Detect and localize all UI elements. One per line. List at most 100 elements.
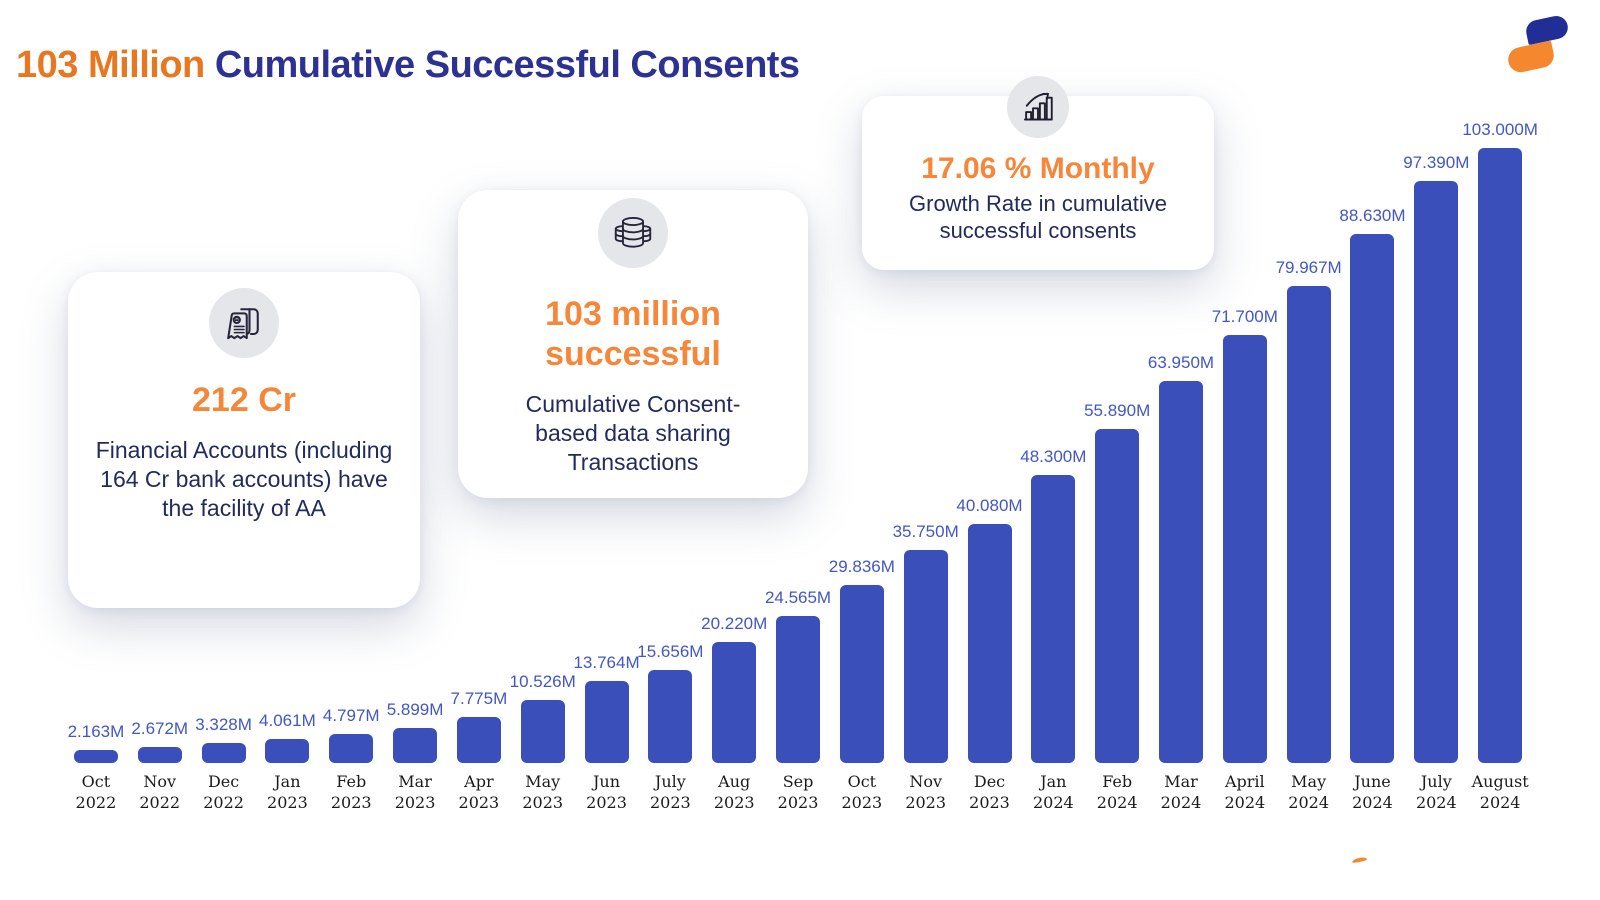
x-axis-tick: Jan 2023: [267, 772, 308, 812]
x-axis-tick: Aug 2023: [713, 772, 755, 812]
stat-value-growth: 17.06 % Monthly: [921, 152, 1155, 185]
bar-value-label: 88.630M: [1339, 206, 1406, 225]
consents-bar-chart: 2.163M 2.672M 3.328M 4.061M 4.797M 5.899M 7.77…: [64, 100, 1538, 763]
bar: [1095, 429, 1140, 763]
x-axis-tick: August 2024: [1471, 772, 1529, 812]
bar: [1158, 381, 1203, 763]
receipt-icon: [209, 288, 279, 358]
bar-column: 3.328M: [192, 715, 256, 763]
bar-value-label: 97.390M: [1403, 153, 1470, 172]
bar-column: 4.061M: [255, 711, 319, 763]
bar-column: 2.672M: [128, 719, 192, 763]
bar-value-label: 2.672M: [131, 719, 189, 738]
bar: [1414, 181, 1459, 763]
stat-card-accounts: 212 Cr Financial Accounts (including 164…: [68, 272, 420, 608]
bar-value-label: 7.775M: [450, 689, 508, 708]
bar-value-label: 20.220M: [701, 614, 768, 633]
bar: [520, 700, 565, 763]
stat-card-growth: 17.06 % Monthly Growth Rate in cumulativ…: [862, 76, 1214, 270]
bar: [456, 717, 501, 763]
orange-swoosh-decor: [1351, 856, 1368, 864]
bar-column: 13.764M: [573, 653, 640, 763]
x-axis-tick: Mar 2023: [394, 772, 436, 812]
x-axis-tick: May 2023: [522, 772, 564, 812]
bar-column: 48.300M: [1020, 447, 1087, 763]
bar: [712, 642, 757, 763]
bar-column: 29.836M: [828, 557, 895, 763]
bar: [776, 616, 821, 763]
bar-column: 5.899M: [383, 700, 447, 763]
x-axis-tick: June 2024: [1352, 772, 1393, 812]
x-axis-tick: Dec 2022: [203, 772, 244, 812]
bar-column: 55.890M: [1084, 401, 1151, 763]
bar: [1350, 234, 1395, 763]
bar: [839, 585, 884, 763]
bar-column: 40.080M: [956, 496, 1023, 763]
bar-value-label: 15.656M: [637, 642, 704, 661]
bar-value-label: 55.890M: [1084, 401, 1151, 420]
bar-value-label: 48.300M: [1020, 447, 1087, 466]
x-axis-tick: Nov 2023: [905, 772, 947, 812]
title-highlight: 103 Million: [16, 44, 205, 86]
logo-bottom-shape: [1505, 40, 1557, 75]
bar-column: 15.656M: [637, 642, 704, 763]
x-axis-tick: Feb 2024: [1096, 772, 1138, 812]
x-axis-tick: Nov 2022: [139, 772, 181, 812]
bar: [329, 734, 374, 763]
bar: [393, 728, 438, 763]
x-axis-tick: Oct 2023: [841, 772, 883, 812]
page-title: 103 Million Cumulative Successful Consen…: [16, 44, 800, 87]
bar-column: 79.967M: [1275, 258, 1342, 763]
x-axis-tick: Feb 2023: [330, 772, 372, 812]
bar-value-label: 35.750M: [892, 522, 959, 541]
bar-column: 103.000M: [1462, 120, 1538, 763]
x-axis-tick: July 2024: [1415, 772, 1457, 812]
stat-card-transactions: 103 million successful Cumulative Consen…: [458, 190, 808, 498]
bar-value-label: 4.061M: [259, 711, 316, 730]
x-axis-tick: Apr 2023: [458, 772, 500, 812]
bar-column: 63.950M: [1147, 353, 1215, 763]
bar-value-label: 10.526M: [509, 672, 576, 691]
bar-column: 10.526M: [509, 672, 576, 763]
x-axis-tick: Jan 2024: [1032, 772, 1074, 812]
bar-column: 88.630M: [1339, 206, 1406, 763]
coin-stack-icon: [598, 198, 668, 268]
bar-value-label: 63.950M: [1147, 353, 1215, 372]
x-axis-labels: Oct 2022 Nov 2022 Dec 2022 Jan 2023 Feb 2023 Mar 20…: [64, 771, 1532, 813]
x-axis-tick: Jun 2023: [586, 772, 627, 812]
bar: [1031, 475, 1076, 763]
stat-value-accounts: 212 Cr: [192, 381, 296, 419]
bar-column: 24.565M: [764, 588, 832, 763]
bar-value-label: 13.764M: [573, 653, 640, 672]
bar: [137, 747, 182, 763]
bar: [648, 670, 693, 763]
x-axis-tick: July 2023: [650, 772, 691, 812]
stat-value-transactions: 103 million successful: [545, 295, 721, 373]
bar-value-label: 103.000M: [1462, 120, 1538, 139]
bar: [1222, 335, 1267, 763]
stat-desc-accounts: Financial Accounts (including 164 Cr ban…: [95, 437, 393, 521]
x-axis-tick: Oct 2022: [75, 772, 117, 812]
stat-desc-growth: Growth Rate in cumulative successful con…: [909, 191, 1167, 243]
bar: [903, 550, 948, 763]
growth-chart-icon: [1007, 76, 1069, 138]
bar-value-label: 3.328M: [195, 715, 252, 734]
stat-desc-transactions: Cumulative Consent-based data sharing Tr…: [525, 391, 741, 475]
bar-value-label: 29.836M: [828, 557, 895, 576]
bar-value-label: 40.080M: [956, 496, 1023, 515]
title-rest: Cumulative Successful Consents: [214, 44, 800, 86]
bar-column: 71.700M: [1211, 307, 1278, 763]
bar-column: 20.220M: [701, 614, 768, 763]
bar: [73, 750, 118, 763]
bar-value-label: 79.967M: [1275, 258, 1342, 277]
bar: [201, 743, 246, 763]
bar-value-label: 5.899M: [386, 700, 444, 719]
bar-column: 97.390M: [1403, 153, 1470, 763]
bar: [1286, 286, 1331, 763]
x-axis-tick: Sep 2023: [777, 772, 819, 812]
x-axis-tick: April 2024: [1224, 772, 1266, 812]
bar-value-label: 24.565M: [764, 588, 832, 607]
brand-logo: [1504, 13, 1572, 76]
bar-value-label: 4.797M: [322, 706, 380, 725]
bar-value-label: 71.700M: [1211, 307, 1278, 326]
